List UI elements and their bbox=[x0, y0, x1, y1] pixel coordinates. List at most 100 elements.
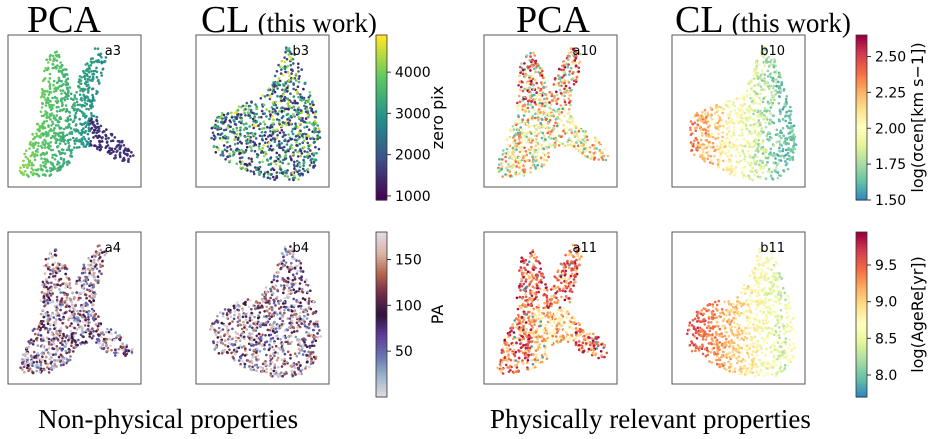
data-point bbox=[20, 171, 23, 175]
data-point bbox=[219, 311, 222, 314]
data-point bbox=[285, 252, 289, 255]
data-point bbox=[759, 99, 763, 102]
data-point bbox=[778, 85, 782, 88]
data-point bbox=[30, 167, 33, 170]
data-point bbox=[262, 173, 266, 176]
data-point bbox=[537, 118, 540, 122]
data-point bbox=[561, 78, 564, 82]
data-point bbox=[59, 108, 62, 112]
data-point bbox=[41, 102, 44, 105]
data-point bbox=[574, 78, 578, 82]
data-point bbox=[775, 78, 778, 81]
data-point bbox=[305, 105, 308, 109]
data-point bbox=[765, 115, 768, 119]
data-point bbox=[239, 132, 242, 136]
data-point bbox=[47, 337, 51, 341]
data-point bbox=[26, 157, 30, 160]
data-point bbox=[88, 294, 91, 298]
data-point bbox=[51, 96, 54, 100]
data-point bbox=[763, 109, 766, 113]
data-point bbox=[296, 137, 300, 141]
data-point bbox=[787, 109, 791, 113]
data-point bbox=[741, 134, 744, 137]
data-point bbox=[251, 356, 254, 359]
data-point bbox=[114, 354, 117, 357]
data-point bbox=[240, 327, 244, 331]
data-point bbox=[244, 318, 248, 322]
data-point bbox=[75, 91, 78, 94]
data-point bbox=[721, 111, 724, 115]
data-point bbox=[728, 99, 731, 103]
data-point bbox=[49, 141, 53, 144]
data-point bbox=[791, 128, 794, 131]
data-point bbox=[268, 177, 272, 180]
data-point bbox=[277, 159, 280, 163]
data-point bbox=[220, 114, 223, 118]
data-point bbox=[42, 152, 46, 155]
data-point bbox=[97, 279, 100, 282]
data-point bbox=[223, 148, 227, 151]
data-point bbox=[312, 130, 316, 134]
data-point bbox=[758, 166, 761, 169]
data-point bbox=[694, 129, 698, 132]
data-point bbox=[569, 94, 573, 97]
data-point bbox=[752, 102, 755, 105]
data-point bbox=[283, 245, 287, 249]
data-point bbox=[108, 146, 111, 150]
data-point bbox=[67, 338, 70, 342]
data-point bbox=[257, 145, 261, 148]
data-point bbox=[258, 147, 261, 151]
data-point bbox=[37, 331, 40, 335]
data-point bbox=[57, 105, 60, 109]
data-point bbox=[108, 337, 111, 341]
data-point bbox=[254, 125, 258, 128]
data-point bbox=[70, 317, 74, 320]
data-point bbox=[542, 134, 546, 137]
data-point bbox=[516, 128, 520, 132]
data-point bbox=[250, 157, 253, 161]
data-point bbox=[55, 345, 59, 348]
data-point bbox=[99, 265, 102, 269]
data-point bbox=[541, 102, 544, 105]
data-point bbox=[61, 355, 64, 358]
data-point bbox=[93, 47, 97, 50]
data-point bbox=[106, 346, 110, 350]
data-point bbox=[26, 356, 29, 360]
data-point bbox=[45, 336, 49, 340]
data-point bbox=[235, 133, 239, 136]
data-point bbox=[265, 115, 268, 118]
data-point bbox=[545, 103, 548, 106]
data-point bbox=[530, 124, 533, 127]
data-point bbox=[523, 168, 527, 171]
data-point bbox=[74, 340, 77, 344]
data-point bbox=[565, 86, 569, 90]
data-point bbox=[291, 132, 295, 136]
data-point bbox=[298, 169, 301, 172]
data-point bbox=[531, 159, 535, 163]
data-point bbox=[544, 93, 548, 97]
data-point bbox=[67, 318, 70, 322]
data-point bbox=[537, 86, 540, 90]
data-point bbox=[89, 313, 93, 316]
data-point bbox=[49, 315, 53, 318]
data-point bbox=[94, 279, 97, 282]
data-point bbox=[53, 253, 57, 256]
data-point bbox=[44, 264, 48, 267]
data-point bbox=[550, 112, 554, 116]
data-point bbox=[235, 117, 238, 120]
data-point bbox=[759, 92, 762, 96]
data-point bbox=[557, 77, 561, 81]
data-point bbox=[255, 337, 259, 340]
data-point bbox=[46, 160, 50, 164]
data-point bbox=[783, 102, 787, 105]
data-point bbox=[89, 301, 93, 304]
data-point bbox=[30, 164, 34, 167]
data-point bbox=[778, 95, 781, 98]
data-point bbox=[508, 135, 512, 139]
data-point bbox=[42, 315, 46, 319]
data-point bbox=[58, 288, 61, 291]
data-point bbox=[781, 147, 785, 151]
data-point bbox=[736, 112, 740, 115]
data-point bbox=[770, 58, 773, 62]
data-point bbox=[291, 101, 295, 105]
